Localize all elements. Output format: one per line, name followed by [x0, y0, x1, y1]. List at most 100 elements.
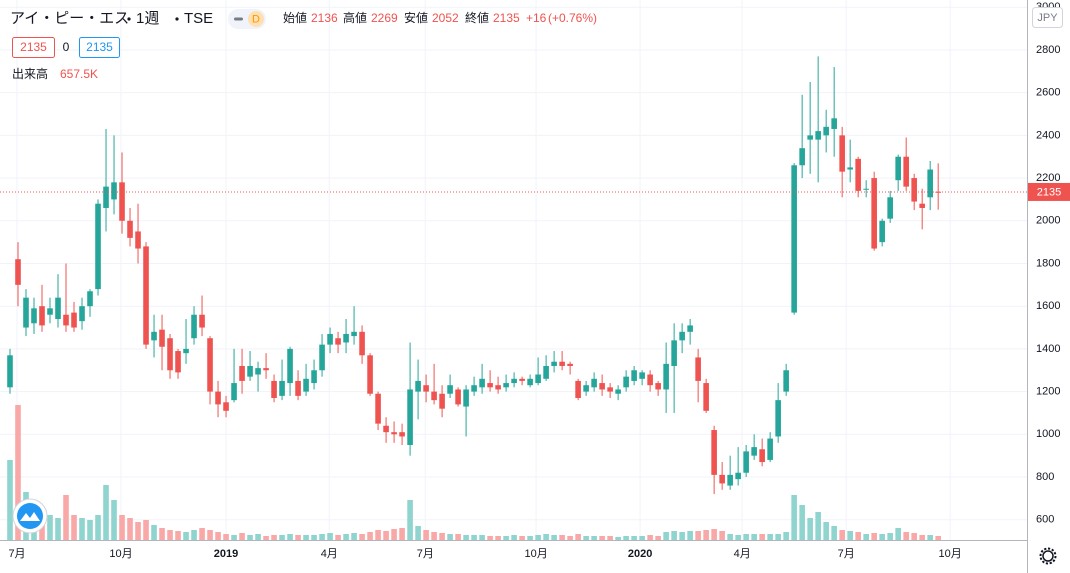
volume-bar [223, 534, 229, 540]
logo-circle [17, 503, 43, 529]
candle-body [191, 314, 197, 339]
candle-body [671, 340, 677, 366]
y-tick-label: 600 [1036, 514, 1054, 526]
y-tick-label: 2800 [1036, 44, 1060, 56]
candle-body [807, 135, 813, 140]
candle-body [487, 383, 493, 388]
volume-name: 出来高 [12, 66, 48, 81]
volume-bar [495, 536, 501, 540]
volume-bar [503, 536, 509, 540]
candle-body [175, 351, 181, 373]
candle-body [703, 383, 709, 411]
open-label: 始値 [283, 10, 307, 25]
volume-bar [487, 536, 493, 540]
volume-bar [927, 535, 933, 540]
volume-bar [183, 532, 189, 540]
volume-bar [287, 534, 293, 540]
status-icon [234, 17, 243, 21]
volume-bar [135, 522, 141, 540]
candle-body [927, 169, 933, 198]
candle-body [447, 385, 453, 394]
y-tick-label: 1000 [1036, 428, 1060, 440]
candle-body [719, 474, 725, 484]
axes: 600 800 1000 1200 1400 1600 1800 2000 2200 2400 26… [8, 1, 1070, 560]
badge-circle [248, 11, 264, 27]
volume-bar [879, 534, 885, 540]
candle-body [63, 314, 69, 326]
candle-body [391, 432, 397, 435]
candle-body [159, 329, 165, 347]
volume-bar [935, 535, 941, 540]
candle-body [119, 182, 125, 221]
x-tick-label: 7月 [8, 548, 25, 560]
volume-bar [727, 534, 733, 540]
low-label: 安値 [404, 10, 428, 25]
candle-body [591, 378, 597, 388]
candle-body [799, 148, 805, 166]
candle-body [479, 378, 485, 388]
settings-button[interactable] [1039, 547, 1057, 565]
candle-body [847, 167, 853, 170]
volume-bar [399, 528, 405, 540]
candle-body [903, 156, 909, 187]
candle-body [311, 370, 317, 384]
candle-body [223, 402, 229, 411]
candle-body [815, 131, 821, 140]
candle-body [55, 297, 61, 320]
volume-bar [591, 536, 597, 540]
volume-bar [719, 531, 725, 540]
candle-body [463, 389, 469, 407]
volume-bar [359, 534, 365, 540]
volume-bar [103, 485, 109, 540]
ask-box[interactable] [79, 37, 120, 58]
candle-body [247, 365, 253, 377]
candle-body [895, 156, 901, 181]
candle-body [327, 333, 333, 345]
volume-bar [831, 526, 837, 540]
volume-bar [479, 535, 485, 540]
candle-body [239, 365, 245, 381]
currency-box[interactable] [1032, 7, 1063, 28]
volume-bar [615, 537, 621, 540]
volume-bar [735, 535, 741, 540]
bid-box[interactable] [12, 37, 55, 58]
candle-body [415, 380, 421, 392]
x-tick-label: 10月 [524, 548, 547, 560]
volume-bar [791, 495, 797, 540]
candle-body [207, 338, 213, 392]
badge: D [252, 13, 260, 25]
x-tick-label: 10月 [109, 548, 132, 560]
candle-body [735, 472, 741, 480]
volume-bar [55, 518, 61, 540]
volume-bar [447, 534, 453, 540]
volume-bar [151, 525, 157, 540]
candle-body [831, 118, 837, 129]
candle-body [887, 197, 893, 219]
volume-bar [855, 532, 861, 540]
y-tick-label: 2200 [1036, 172, 1060, 184]
volume-bar [471, 535, 477, 540]
x-tick-label: 4月 [734, 548, 751, 560]
volume-bar [167, 530, 173, 540]
last-price-tag [1028, 182, 1070, 201]
candle-body [567, 363, 573, 366]
candle-body [407, 389, 413, 445]
candle-body [471, 385, 477, 392]
candle-body [455, 389, 461, 405]
price-axis [1027, 0, 1070, 573]
candle-body [535, 374, 541, 384]
bid: 2135 [20, 40, 47, 54]
volume-bar [519, 536, 525, 540]
volume-bar [607, 536, 613, 540]
logo[interactable] [12, 498, 48, 534]
candle-body [383, 425, 389, 433]
candle-body [559, 361, 565, 366]
candle-body [439, 393, 445, 409]
change-percent: (+0.76%) [548, 11, 597, 25]
volume-bar [87, 520, 93, 540]
candle-body [839, 135, 845, 172]
volume-bar [783, 532, 789, 540]
candle-body [775, 400, 781, 437]
volume-bar [575, 534, 581, 540]
y-tick-label: 2400 [1036, 129, 1060, 141]
